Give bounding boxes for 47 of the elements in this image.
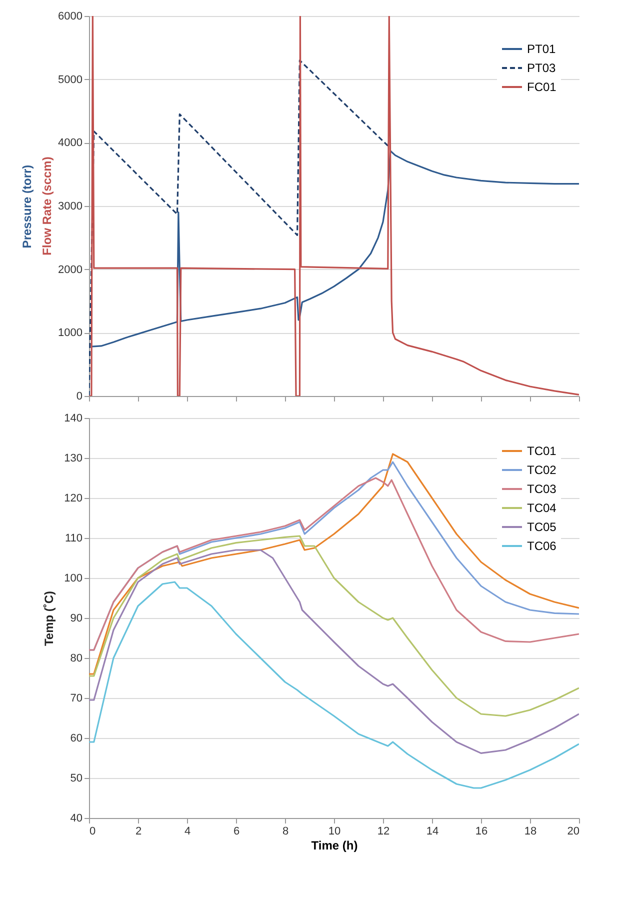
legend-label: TC05 <box>527 520 557 534</box>
x-tick-label: 2 <box>135 826 142 838</box>
legend-label: FC01 <box>527 80 557 94</box>
y-tick-label: 100 <box>64 572 82 584</box>
x-axis-title: Time (h) <box>311 838 358 852</box>
y-tick-label: 2000 <box>58 264 82 276</box>
y-tick-label: 50 <box>70 772 82 784</box>
x-tick-label: 4 <box>184 826 191 838</box>
y-tick-label: 40 <box>70 812 82 824</box>
y-tick-label: 5000 <box>58 74 82 86</box>
y-tick-label: 0 <box>76 390 82 402</box>
line-series <box>89 581 579 789</box>
legend-label: PT01 <box>527 42 556 56</box>
x-tick-label: 14 <box>426 826 439 838</box>
line-series <box>90 150 579 348</box>
legend-label: TC02 <box>527 463 557 477</box>
line-series <box>89 60 389 396</box>
y-tick-label: 1000 <box>58 327 82 340</box>
y-tick-label: 130 <box>64 452 82 464</box>
y-tick-label: 110 <box>64 532 82 544</box>
legend-label: PT03 <box>527 61 556 75</box>
legend-label: TC06 <box>527 539 557 553</box>
x-tick-label: 0 <box>90 826 96 838</box>
y-tick-label: 120 <box>64 492 82 504</box>
y-tick-label: 3000 <box>58 200 82 212</box>
y-tick-label: 6000 <box>58 10 82 22</box>
x-tick-label: 20 <box>567 826 580 838</box>
x-tick-label: 18 <box>524 826 537 838</box>
line-series <box>89 549 579 754</box>
y-tick-label: 60 <box>70 732 82 744</box>
y-tick-label: 90 <box>70 612 82 624</box>
legend-label: TC03 <box>527 482 557 496</box>
x-tick-label: 8 <box>282 826 289 838</box>
y-axis-title: Temp (˚C) <box>42 590 56 646</box>
x-tick-label: 6 <box>233 826 240 838</box>
y-tick-label: 80 <box>70 652 82 664</box>
y-tick-label: 70 <box>70 692 82 704</box>
x-tick-label: 10 <box>328 826 341 838</box>
x-tick-label: 12 <box>377 826 390 838</box>
y-axis-title: Pressure (torr) <box>20 164 34 248</box>
x-tick-label: 16 <box>475 826 488 838</box>
legend-label: TC04 <box>527 501 557 515</box>
text: Flow Rate (sccm) <box>40 156 54 256</box>
line-series <box>89 535 579 717</box>
y-tick-label: 4000 <box>58 137 82 150</box>
y-tick-label: 140 <box>64 412 82 424</box>
legend-label: TC01 <box>527 444 557 458</box>
